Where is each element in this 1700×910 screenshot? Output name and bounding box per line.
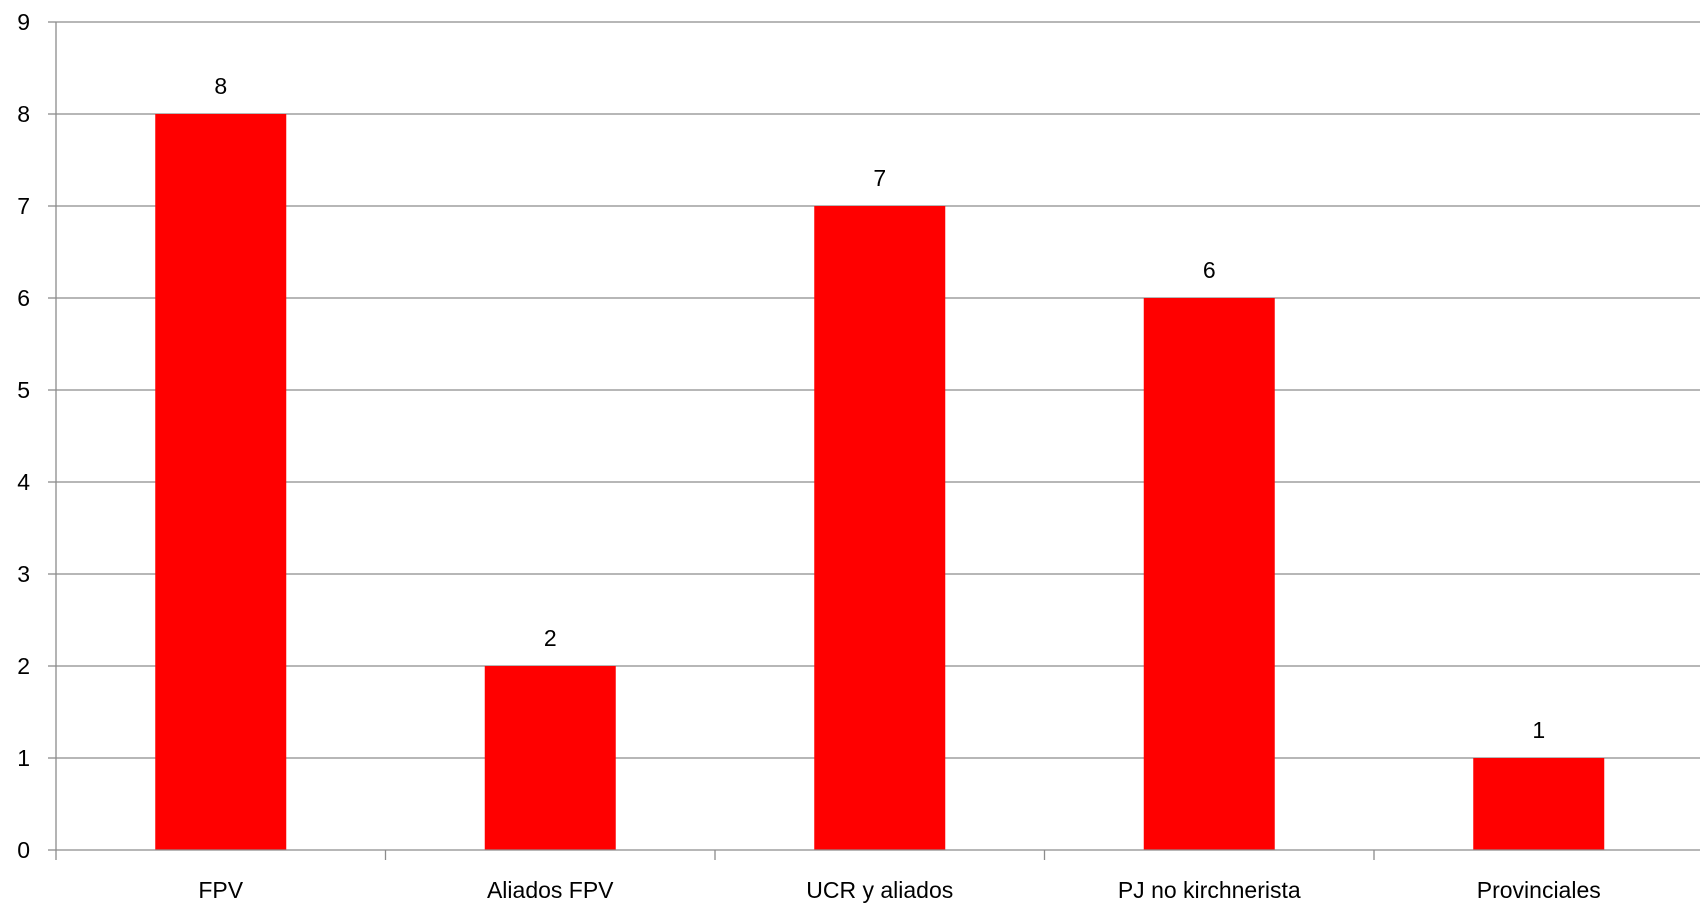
y-tick-label: 2 (17, 653, 30, 679)
x-tick-label: PJ no kirchnerista (1118, 877, 1301, 903)
axes (55, 22, 1700, 860)
bar (1473, 758, 1605, 850)
bar (1143, 298, 1275, 850)
x-tick-label: Aliados FPV (487, 877, 614, 903)
y-tick-label: 0 (17, 837, 30, 863)
data-label: 1 (1532, 717, 1545, 743)
y-tick-label: 8 (17, 101, 30, 127)
y-tick-label: 4 (17, 469, 30, 495)
data-label: 2 (544, 625, 557, 651)
data-labels: 8 2 7 6 1 (214, 73, 1545, 743)
data-label: 8 (214, 73, 227, 99)
y-axis-ticks: 0 1 2 3 4 5 6 7 8 9 (17, 9, 56, 863)
data-label: 6 (1203, 257, 1216, 283)
y-tick-label: 6 (17, 285, 30, 311)
bar (484, 666, 616, 850)
x-axis-labels: FPV Aliados FPV UCR y aliados PJ no kirchne… (198, 877, 1600, 903)
y-tick-label: 1 (17, 745, 30, 771)
y-tick-label: 5 (17, 377, 30, 403)
x-tick-label: UCR y aliados (806, 877, 953, 903)
bar (814, 206, 946, 850)
bars (155, 114, 1605, 850)
x-tick-label: FPV (198, 877, 243, 903)
y-tick-label: 3 (17, 561, 30, 587)
y-tick-label: 7 (17, 193, 30, 219)
y-tick-label: 9 (17, 9, 30, 35)
x-tick-label: Provinciales (1477, 877, 1601, 903)
data-label: 7 (873, 165, 886, 191)
bar (155, 114, 287, 850)
